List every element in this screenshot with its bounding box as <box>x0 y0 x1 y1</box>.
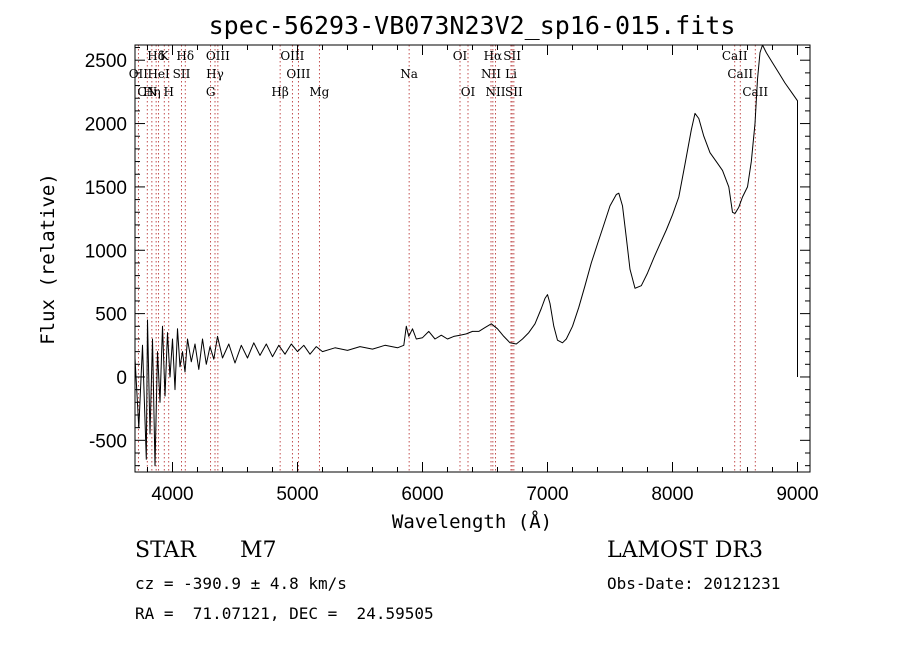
x-tick-label: 4000 <box>151 484 193 505</box>
spectral-line-label: SII <box>503 49 521 63</box>
spectrum-line <box>134 44 798 467</box>
spectral-line-label: Hδ <box>147 49 165 63</box>
spectral-line-label: Na <box>400 67 418 81</box>
series-layer <box>134 44 798 467</box>
spectral-line-markers <box>137 45 756 472</box>
spectral-line-label: CaII <box>742 85 768 99</box>
spectral-line-label: SII <box>173 67 191 81</box>
spectral-line-label: CaII <box>727 67 753 81</box>
y-tick-label: 1500 <box>85 178 127 199</box>
spectral-line-label: Hγ <box>206 67 224 81</box>
spectral-line-label: Mg <box>309 85 329 99</box>
spectral-line-label: Hδ <box>176 49 194 63</box>
x-tick-label: 6000 <box>401 484 443 505</box>
spectral-line-label: OIII <box>206 49 230 63</box>
spectral-line-label: CaII <box>722 49 748 63</box>
y-tick-label: 0 <box>116 368 127 389</box>
spectral-line-label: Hβ <box>271 85 288 99</box>
spectral-line-label: CN <box>137 85 157 99</box>
spectral-line-label: H <box>164 85 174 99</box>
y-tick-label: 2000 <box>85 115 127 136</box>
spectral-line-label: NII <box>481 67 501 81</box>
spectral-line-label: SII <box>505 85 523 99</box>
spectral-line-label: K <box>160 49 170 63</box>
y-tick-label: 1000 <box>85 241 127 262</box>
y-axis-label: Flux (relative) <box>37 173 59 345</box>
coordinates: RA = 71.07121, DEC = 24.59505 <box>135 604 434 623</box>
survey-name: LAMOST DR3 <box>607 538 763 563</box>
object-type: STAR <box>135 538 196 563</box>
y-tick-label: 500 <box>95 305 127 326</box>
x-tick-label: 5000 <box>276 484 318 505</box>
y-tick-label: -500 <box>89 431 127 452</box>
spectral-line-label: OI <box>461 85 476 99</box>
spectral-line-label: Hα <box>484 49 503 63</box>
spectral-line-label: HeI <box>147 67 170 81</box>
y-tick-label: 2500 <box>85 51 127 72</box>
plot-frame <box>134 44 811 473</box>
spectral-subclass: M7 <box>240 538 277 563</box>
x-tick-label: 7000 <box>526 484 568 505</box>
spectral-line-label: NII <box>486 85 506 99</box>
axis-ticks: 4000 5000 6000 7000 8000 9000 -500 0 500 1000 1500… <box>85 45 819 505</box>
spectral-line-label: Hη <box>143 85 161 99</box>
spectral-line-label: OIII <box>280 49 304 63</box>
chart-title: spec-56293-VB073N23V2_sp16-015.fits <box>209 11 736 40</box>
x-axis-label: Wavelength (Å) <box>392 510 552 533</box>
spectral-line-label: Li <box>505 67 517 81</box>
spectral-line-label: OII <box>129 67 149 81</box>
spectral-line-label: OIII <box>286 67 310 81</box>
redshift-value: cz = -390.9 ± 4.8 km/s <box>135 574 347 593</box>
x-tick-label: 8000 <box>651 484 693 505</box>
spectral-line-label: G <box>206 85 216 99</box>
x-tick-label: 9000 <box>776 484 818 505</box>
observation-date: Obs-Date: 20121231 <box>607 574 781 593</box>
spectral-line-label: OI <box>453 49 468 63</box>
